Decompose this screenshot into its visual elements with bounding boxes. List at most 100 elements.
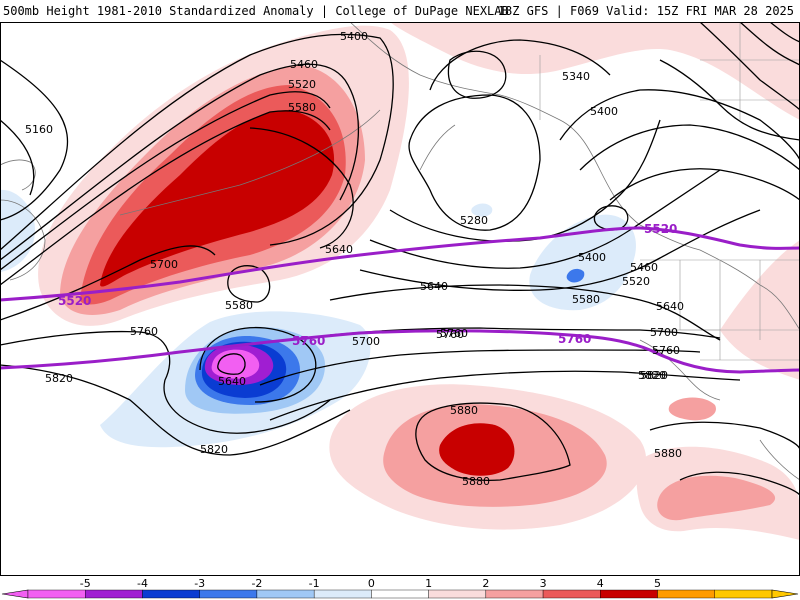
contour-label: 5700 bbox=[150, 258, 178, 271]
contour-line bbox=[0, 119, 35, 196]
contour-label-group: 5400 5460 5520 5580 5160 5640 5700 5580 … bbox=[25, 30, 684, 488]
colorbar-tick-label: 3 bbox=[540, 577, 547, 590]
contour-pnw-low bbox=[593, 205, 629, 231]
contour-label: 5880 bbox=[462, 475, 490, 488]
contour-label: 5640 bbox=[218, 375, 246, 388]
highlight-5760 bbox=[0, 329, 800, 374]
height-contours bbox=[0, 22, 800, 496]
colorbar-tick-label: 4 bbox=[597, 577, 604, 590]
contour-5880a bbox=[415, 402, 571, 482]
contour-ne3 bbox=[769, 22, 800, 43]
contour-east2 bbox=[369, 169, 721, 269]
highlight-label: 5520 bbox=[644, 222, 677, 236]
contour-cutoff bbox=[217, 353, 246, 375]
contour-label: 5820 bbox=[200, 443, 228, 456]
contour-label: 5820 bbox=[45, 372, 73, 385]
contour-label: 5520 bbox=[288, 78, 316, 91]
contour-5700b bbox=[329, 327, 721, 339]
colorbar-swatch bbox=[313, 589, 372, 599]
contour-cutoff2 bbox=[199, 326, 317, 403]
contour-label: 5820 bbox=[640, 369, 668, 382]
anomaly-area-pos4 bbox=[100, 110, 335, 287]
contour-label: 5700 bbox=[352, 335, 380, 348]
colorbar: -5 -4 -3 -2 -1 0 1 2 3 4 5 bbox=[0, 576, 800, 600]
political-borders bbox=[539, 22, 800, 361]
colorbar-tick-label: 2 bbox=[482, 577, 489, 590]
contour-ne4 bbox=[659, 59, 800, 141]
highlight-5520 bbox=[0, 226, 800, 302]
triangle-arrow-icon bbox=[1, 589, 29, 599]
contour-label: 5160 bbox=[25, 123, 53, 136]
model-valid-time: 18Z GFS | F069 Valid: 15Z FRI MAR 28 202… bbox=[497, 4, 794, 18]
contour-5760b bbox=[259, 349, 701, 386]
contour-5340 bbox=[429, 39, 611, 91]
colorbar-tick-label: -1 bbox=[309, 577, 320, 590]
map-title: 500mb Height 1981-2010 Standardized Anom… bbox=[3, 4, 509, 18]
contour-5520 bbox=[0, 91, 331, 271]
colorbar-swatch bbox=[600, 589, 658, 599]
contour-label: 5640 bbox=[656, 300, 684, 313]
colorbar-tick-label: -4 bbox=[137, 577, 148, 590]
contour-5880b bbox=[649, 421, 800, 451]
contour-label: 5460 bbox=[630, 261, 658, 274]
contour-label: 5280 bbox=[460, 214, 488, 227]
anomaly-area-pos9 bbox=[439, 423, 515, 476]
contour-east5 bbox=[579, 124, 800, 171]
highlighted-contours bbox=[0, 226, 800, 374]
contour-5580 bbox=[0, 110, 331, 286]
contour-label: 5460 bbox=[290, 58, 318, 71]
contour-label: 5760 bbox=[130, 325, 158, 338]
contour-label: 5580 bbox=[288, 101, 316, 114]
contour-label: 5820 bbox=[638, 369, 666, 382]
contour-label: 5400 bbox=[340, 30, 368, 43]
contour-label: 5880 bbox=[450, 404, 478, 417]
contour-5700 bbox=[0, 245, 216, 321]
triangle-arrow-icon bbox=[771, 589, 799, 599]
contour-5400b bbox=[408, 94, 541, 231]
anomaly-area-neg8 bbox=[529, 214, 636, 311]
contour-5160 bbox=[0, 59, 69, 221]
colorbar-swatch bbox=[371, 589, 429, 599]
contour-label: 5520 bbox=[622, 275, 650, 288]
anomaly-area-neg1 bbox=[0, 189, 35, 272]
colorbar-swatch bbox=[657, 589, 715, 599]
contour-5820 bbox=[0, 364, 351, 456]
contour-5820b bbox=[269, 370, 741, 421]
colorbar-tick-label: -3 bbox=[194, 577, 205, 590]
contour-east4 bbox=[559, 89, 800, 161]
highlight-label: 5520 bbox=[58, 294, 91, 308]
contour-5640b bbox=[329, 284, 721, 341]
contour-label: 5640 bbox=[325, 243, 353, 256]
colorbar-swatch bbox=[142, 589, 200, 599]
colorbar-tick-label: -2 bbox=[251, 577, 262, 590]
contour-5400 bbox=[0, 33, 394, 251]
anomaly-area-neg10 bbox=[471, 203, 493, 217]
contour-label: 5340 bbox=[562, 70, 590, 83]
contour-label: 5580 bbox=[572, 293, 600, 306]
contour-label: 5760 bbox=[652, 344, 680, 357]
colorbar-tick-label: 0 bbox=[368, 577, 375, 590]
colorbar-swatch bbox=[428, 589, 487, 599]
highlight-label: 5760 bbox=[558, 332, 591, 346]
colorbar-swatch bbox=[27, 589, 86, 599]
contour-east6 bbox=[609, 168, 800, 201]
colorbar-swatch bbox=[199, 589, 258, 599]
colorbar-tick-label: -5 bbox=[80, 577, 91, 590]
colorbar-swatch bbox=[485, 589, 544, 599]
anomaly-area-pos5 bbox=[390, 22, 800, 120]
contour-label: 5640 bbox=[420, 280, 448, 293]
map-header: 500mb Height 1981-2010 Standardized Anom… bbox=[0, 0, 800, 22]
contour-label: 5880 bbox=[654, 447, 682, 460]
colorbar-swatch bbox=[256, 589, 315, 599]
anomaly-area-neg9 bbox=[566, 268, 585, 283]
anomaly-area-pos11 bbox=[657, 475, 776, 521]
highlight-label: 5760 bbox=[292, 334, 325, 348]
contour-5280 bbox=[447, 50, 507, 99]
anomaly-map: 5400 5460 5520 5580 5160 5640 5700 5580 … bbox=[0, 22, 800, 576]
colorbar-tick-label: 5 bbox=[654, 577, 661, 590]
contour-label: 5400 bbox=[590, 105, 618, 118]
colorbar-swatches bbox=[1, 589, 799, 599]
contour-label: 5580 bbox=[225, 299, 253, 312]
contour-label: 5400 bbox=[578, 251, 606, 264]
